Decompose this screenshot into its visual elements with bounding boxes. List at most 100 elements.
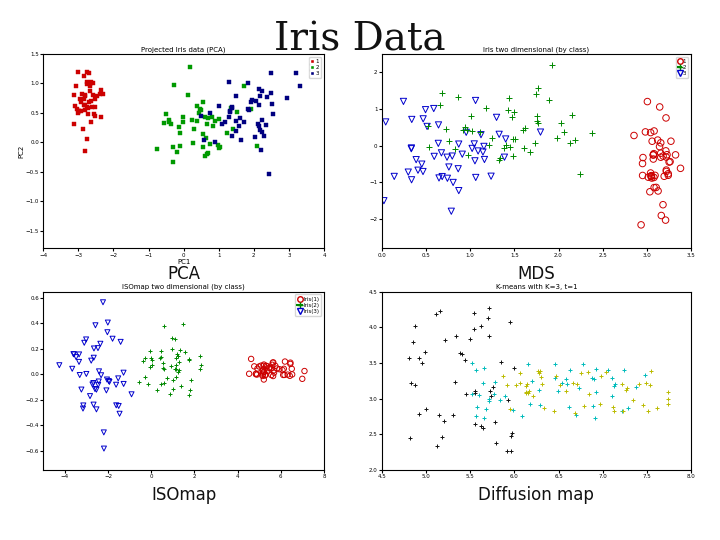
Point xyxy=(267,110,279,118)
Point xyxy=(485,172,497,180)
Point xyxy=(217,120,228,129)
Point xyxy=(430,310,441,319)
Point xyxy=(92,381,104,389)
Point xyxy=(156,380,167,388)
Point xyxy=(414,410,426,419)
Point xyxy=(657,152,669,160)
Point xyxy=(500,392,511,400)
Point xyxy=(157,359,168,368)
Point xyxy=(606,392,618,400)
Point xyxy=(521,380,532,388)
Point xyxy=(665,157,676,166)
Point xyxy=(78,401,89,410)
Point xyxy=(487,389,499,398)
Point xyxy=(166,334,178,342)
Point xyxy=(88,379,99,387)
Point xyxy=(618,366,630,374)
Point xyxy=(158,118,170,127)
Point xyxy=(94,340,106,348)
Point xyxy=(466,359,477,367)
Point xyxy=(89,103,101,111)
Point xyxy=(478,142,490,151)
Point xyxy=(253,120,264,129)
Point xyxy=(646,174,657,183)
Point xyxy=(81,103,92,112)
Point xyxy=(79,146,91,155)
Point xyxy=(174,365,185,374)
Point xyxy=(258,368,270,376)
Title: K-means with K=3, t=1: K-means with K=3, t=1 xyxy=(495,284,577,290)
Point xyxy=(549,374,561,382)
Point xyxy=(648,173,660,182)
Point xyxy=(578,402,590,411)
Point xyxy=(606,373,618,382)
Title: Projected Iris data (PCA): Projected Iris data (PCA) xyxy=(141,46,226,53)
Point xyxy=(266,69,277,77)
Point xyxy=(256,128,267,137)
Point xyxy=(230,127,242,136)
Point xyxy=(501,380,513,389)
Point xyxy=(266,371,277,380)
Point xyxy=(284,359,296,367)
Point xyxy=(484,387,495,395)
Point xyxy=(233,122,245,130)
Point xyxy=(94,367,105,376)
Point xyxy=(113,402,125,410)
Point xyxy=(78,124,89,133)
Point xyxy=(72,109,84,118)
Point xyxy=(163,118,175,126)
Point xyxy=(276,366,288,374)
Point xyxy=(175,141,186,150)
Point xyxy=(418,114,429,123)
Point xyxy=(467,144,478,153)
Point xyxy=(68,350,80,359)
Point xyxy=(226,132,238,140)
Point xyxy=(634,380,645,388)
Point xyxy=(460,390,472,399)
Point xyxy=(650,183,662,192)
Point xyxy=(655,149,667,158)
Point xyxy=(456,150,468,159)
Point xyxy=(212,140,224,149)
Point xyxy=(184,354,195,363)
Point xyxy=(73,350,85,359)
Point xyxy=(658,172,670,180)
Point xyxy=(258,361,269,370)
Point xyxy=(261,367,273,375)
Point xyxy=(249,132,261,141)
Point xyxy=(648,127,660,136)
Point xyxy=(555,119,567,127)
Point xyxy=(251,370,263,379)
Point xyxy=(166,345,178,353)
Point xyxy=(475,130,487,139)
Point xyxy=(230,117,241,125)
Point xyxy=(279,370,290,379)
Point xyxy=(469,96,481,105)
Point xyxy=(171,373,182,382)
Point xyxy=(616,407,628,415)
Point xyxy=(81,369,92,378)
Point xyxy=(214,142,225,151)
Point xyxy=(294,82,305,90)
Point xyxy=(533,367,544,376)
Point xyxy=(146,360,158,369)
Point xyxy=(564,138,575,147)
Point xyxy=(112,374,124,383)
Point xyxy=(501,447,513,455)
Point xyxy=(459,356,471,364)
Point xyxy=(644,187,656,196)
Point xyxy=(454,349,466,357)
Point xyxy=(642,173,654,181)
Legend: 1, 2, 3: 1, 2, 3 xyxy=(676,57,688,78)
Point xyxy=(505,447,517,455)
Point xyxy=(204,109,216,117)
Point xyxy=(226,103,238,112)
Point xyxy=(637,401,649,409)
Point xyxy=(248,362,260,370)
Point xyxy=(194,109,205,117)
Point xyxy=(475,421,487,430)
Point xyxy=(534,386,545,394)
Title: ISOmap two dimensional (by class): ISOmap two dimensional (by class) xyxy=(122,284,245,291)
Point xyxy=(144,346,156,355)
Point xyxy=(68,91,79,99)
